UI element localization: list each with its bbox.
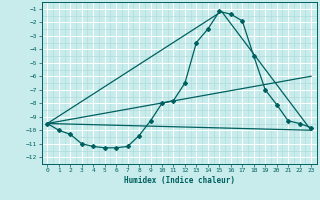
X-axis label: Humidex (Indice chaleur): Humidex (Indice chaleur) [124,176,235,185]
